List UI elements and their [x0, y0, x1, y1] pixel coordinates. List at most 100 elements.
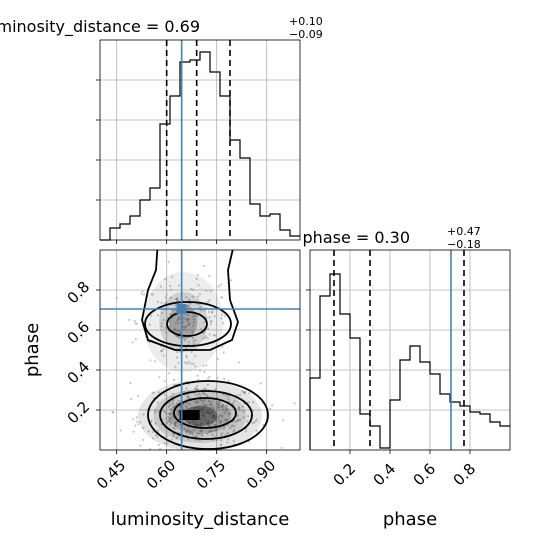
sample-point — [178, 317, 182, 320]
sample-point — [163, 410, 166, 413]
hist-steps-phase — [309, 273, 510, 450]
sample-point — [208, 299, 211, 302]
sample-point — [136, 420, 139, 423]
sample-point — [168, 401, 171, 405]
sample-point — [142, 293, 146, 296]
sample-point — [211, 310, 214, 313]
sample-point — [172, 329, 175, 332]
sample-point — [183, 317, 186, 320]
title-name: phase — [303, 228, 351, 247]
sample-point — [185, 405, 188, 408]
sample-point — [208, 375, 211, 378]
sample-point — [244, 430, 247, 433]
sample-point — [174, 304, 177, 307]
sample-point — [156, 436, 159, 439]
sample-point — [192, 315, 195, 318]
sample-point — [239, 393, 242, 396]
sample-point — [200, 418, 203, 421]
sample-point — [209, 323, 212, 326]
sample-point — [238, 409, 241, 412]
sample-point — [174, 365, 177, 368]
sample-point — [239, 418, 242, 421]
sample-point — [191, 336, 194, 340]
sample-point — [201, 406, 204, 410]
sample-point — [248, 440, 251, 443]
sample-point — [251, 421, 254, 424]
sample-point — [173, 405, 176, 408]
sample-point — [186, 395, 189, 398]
sample-point — [205, 289, 208, 292]
sample-point — [206, 432, 209, 435]
sample-point — [171, 412, 174, 415]
title-lower-err: −0.18 — [447, 238, 481, 251]
sample-point — [168, 372, 171, 375]
sample-point — [252, 401, 255, 404]
sample-point — [174, 422, 177, 425]
sample-point — [207, 424, 210, 427]
sample-point — [216, 376, 219, 379]
sample-point — [199, 430, 202, 433]
sample-point — [199, 423, 202, 427]
sample-point — [163, 380, 166, 383]
ytick-label-phase-1: 0.4 — [64, 358, 94, 388]
sample-point — [193, 321, 196, 324]
sample-point — [207, 377, 210, 380]
sample-point — [161, 311, 164, 315]
sample-point — [139, 421, 142, 424]
sample-point — [202, 414, 206, 417]
sample-point — [150, 419, 153, 422]
sample-point — [241, 390, 244, 393]
density-upper-1 — [159, 292, 208, 352]
sample-point — [168, 417, 171, 420]
sample-point — [196, 432, 199, 435]
sample-point — [165, 421, 168, 424]
sample-point — [233, 425, 236, 428]
histogram-phase — [309, 273, 510, 450]
sample-point — [160, 322, 163, 325]
sample-point — [203, 408, 206, 411]
sample-point — [185, 387, 188, 390]
sample-point — [197, 405, 200, 408]
sample-point — [226, 441, 229, 444]
sample-point — [252, 409, 255, 412]
ytick-label-phase-2: 0.6 — [64, 318, 94, 348]
sample-point — [164, 301, 167, 304]
sample-point — [140, 292, 143, 295]
sample-point — [201, 400, 204, 403]
sample-point — [200, 409, 203, 412]
sample-point — [210, 404, 213, 407]
sample-point — [147, 430, 150, 433]
sample-point — [176, 356, 179, 359]
sample-point — [293, 402, 296, 405]
sample-point — [176, 297, 179, 300]
sample-point — [224, 410, 227, 413]
sample-point — [156, 401, 160, 404]
sample-point — [183, 427, 186, 430]
sample-point — [164, 278, 167, 281]
sample-point — [198, 292, 201, 296]
sample-point — [227, 438, 230, 441]
sample-point — [213, 415, 216, 418]
sample-point — [168, 412, 171, 416]
sample-point — [159, 447, 162, 450]
sample-point — [227, 424, 230, 427]
title-name: luminosity_distance — [0, 17, 141, 37]
sample-point — [203, 398, 206, 401]
sample-point — [193, 461, 195, 463]
density-shading — [138, 272, 262, 450]
sample-point — [202, 388, 205, 391]
quantile-lines-luminosity-distance — [165, 40, 231, 240]
sample-point — [142, 426, 145, 429]
sample-point — [167, 260, 170, 264]
sample-point — [184, 361, 187, 364]
sample-point — [157, 314, 160, 317]
sample-point — [154, 360, 157, 363]
sample-point — [128, 318, 131, 321]
xtick-label-phase-1: 0.4 — [370, 460, 400, 490]
sample-point — [170, 395, 173, 398]
sample-point — [213, 334, 217, 337]
sample-point — [185, 407, 188, 410]
sample-point — [168, 404, 172, 407]
sample-point — [175, 299, 179, 302]
sample-point — [203, 321, 206, 324]
